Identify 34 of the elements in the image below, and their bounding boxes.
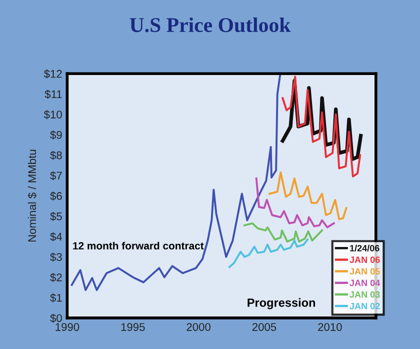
x-tick-label: 2000 (186, 323, 210, 331)
y-tick-label: $8 (50, 150, 62, 160)
legend-label: JAN 06 (350, 256, 380, 263)
y-tick-label: $4 (50, 232, 62, 242)
y-tick-label: $0 (50, 314, 62, 323)
x-tick-label: 1990 (56, 323, 80, 331)
x-tick-label: 2005 (252, 323, 276, 331)
legend-label: JAN 03 (350, 291, 380, 298)
y-tick-label: $1 (50, 293, 62, 302)
legend-label: JAN 02 (350, 302, 380, 310)
y-tick-label: $6 (50, 192, 62, 201)
y-tick-label: $10 (44, 110, 62, 120)
line-series (70, 74, 281, 292)
chart-title: U.S Price Outlook (130, 17, 291, 32)
y-tick-label: $11 (44, 90, 62, 99)
y-axis-title: Nominal $ / MMbtu (28, 150, 37, 242)
line-series (255, 178, 335, 228)
legend-label: JAN 04 (350, 280, 380, 286)
annotation: Progression (248, 298, 316, 310)
line-series (282, 76, 362, 178)
line-series (268, 171, 348, 220)
y-tick-label: $3 (50, 252, 62, 262)
y-tick-label: $5 (50, 212, 62, 221)
x-tick-label: 1995 (121, 323, 145, 331)
y-tick-label: $2 (50, 273, 62, 282)
annotation: 12 month forward contract (73, 242, 204, 250)
y-tick-label: $12 (44, 69, 62, 78)
line-series (244, 222, 324, 243)
line-series (228, 238, 309, 268)
legend-label: 1/24/06 (350, 244, 380, 252)
legend-label: JAN 05 (350, 268, 380, 275)
x-tick-label: 2010 (318, 323, 342, 331)
y-tick-label: $9 (50, 130, 62, 140)
y-tick-label: $7 (50, 171, 62, 180)
